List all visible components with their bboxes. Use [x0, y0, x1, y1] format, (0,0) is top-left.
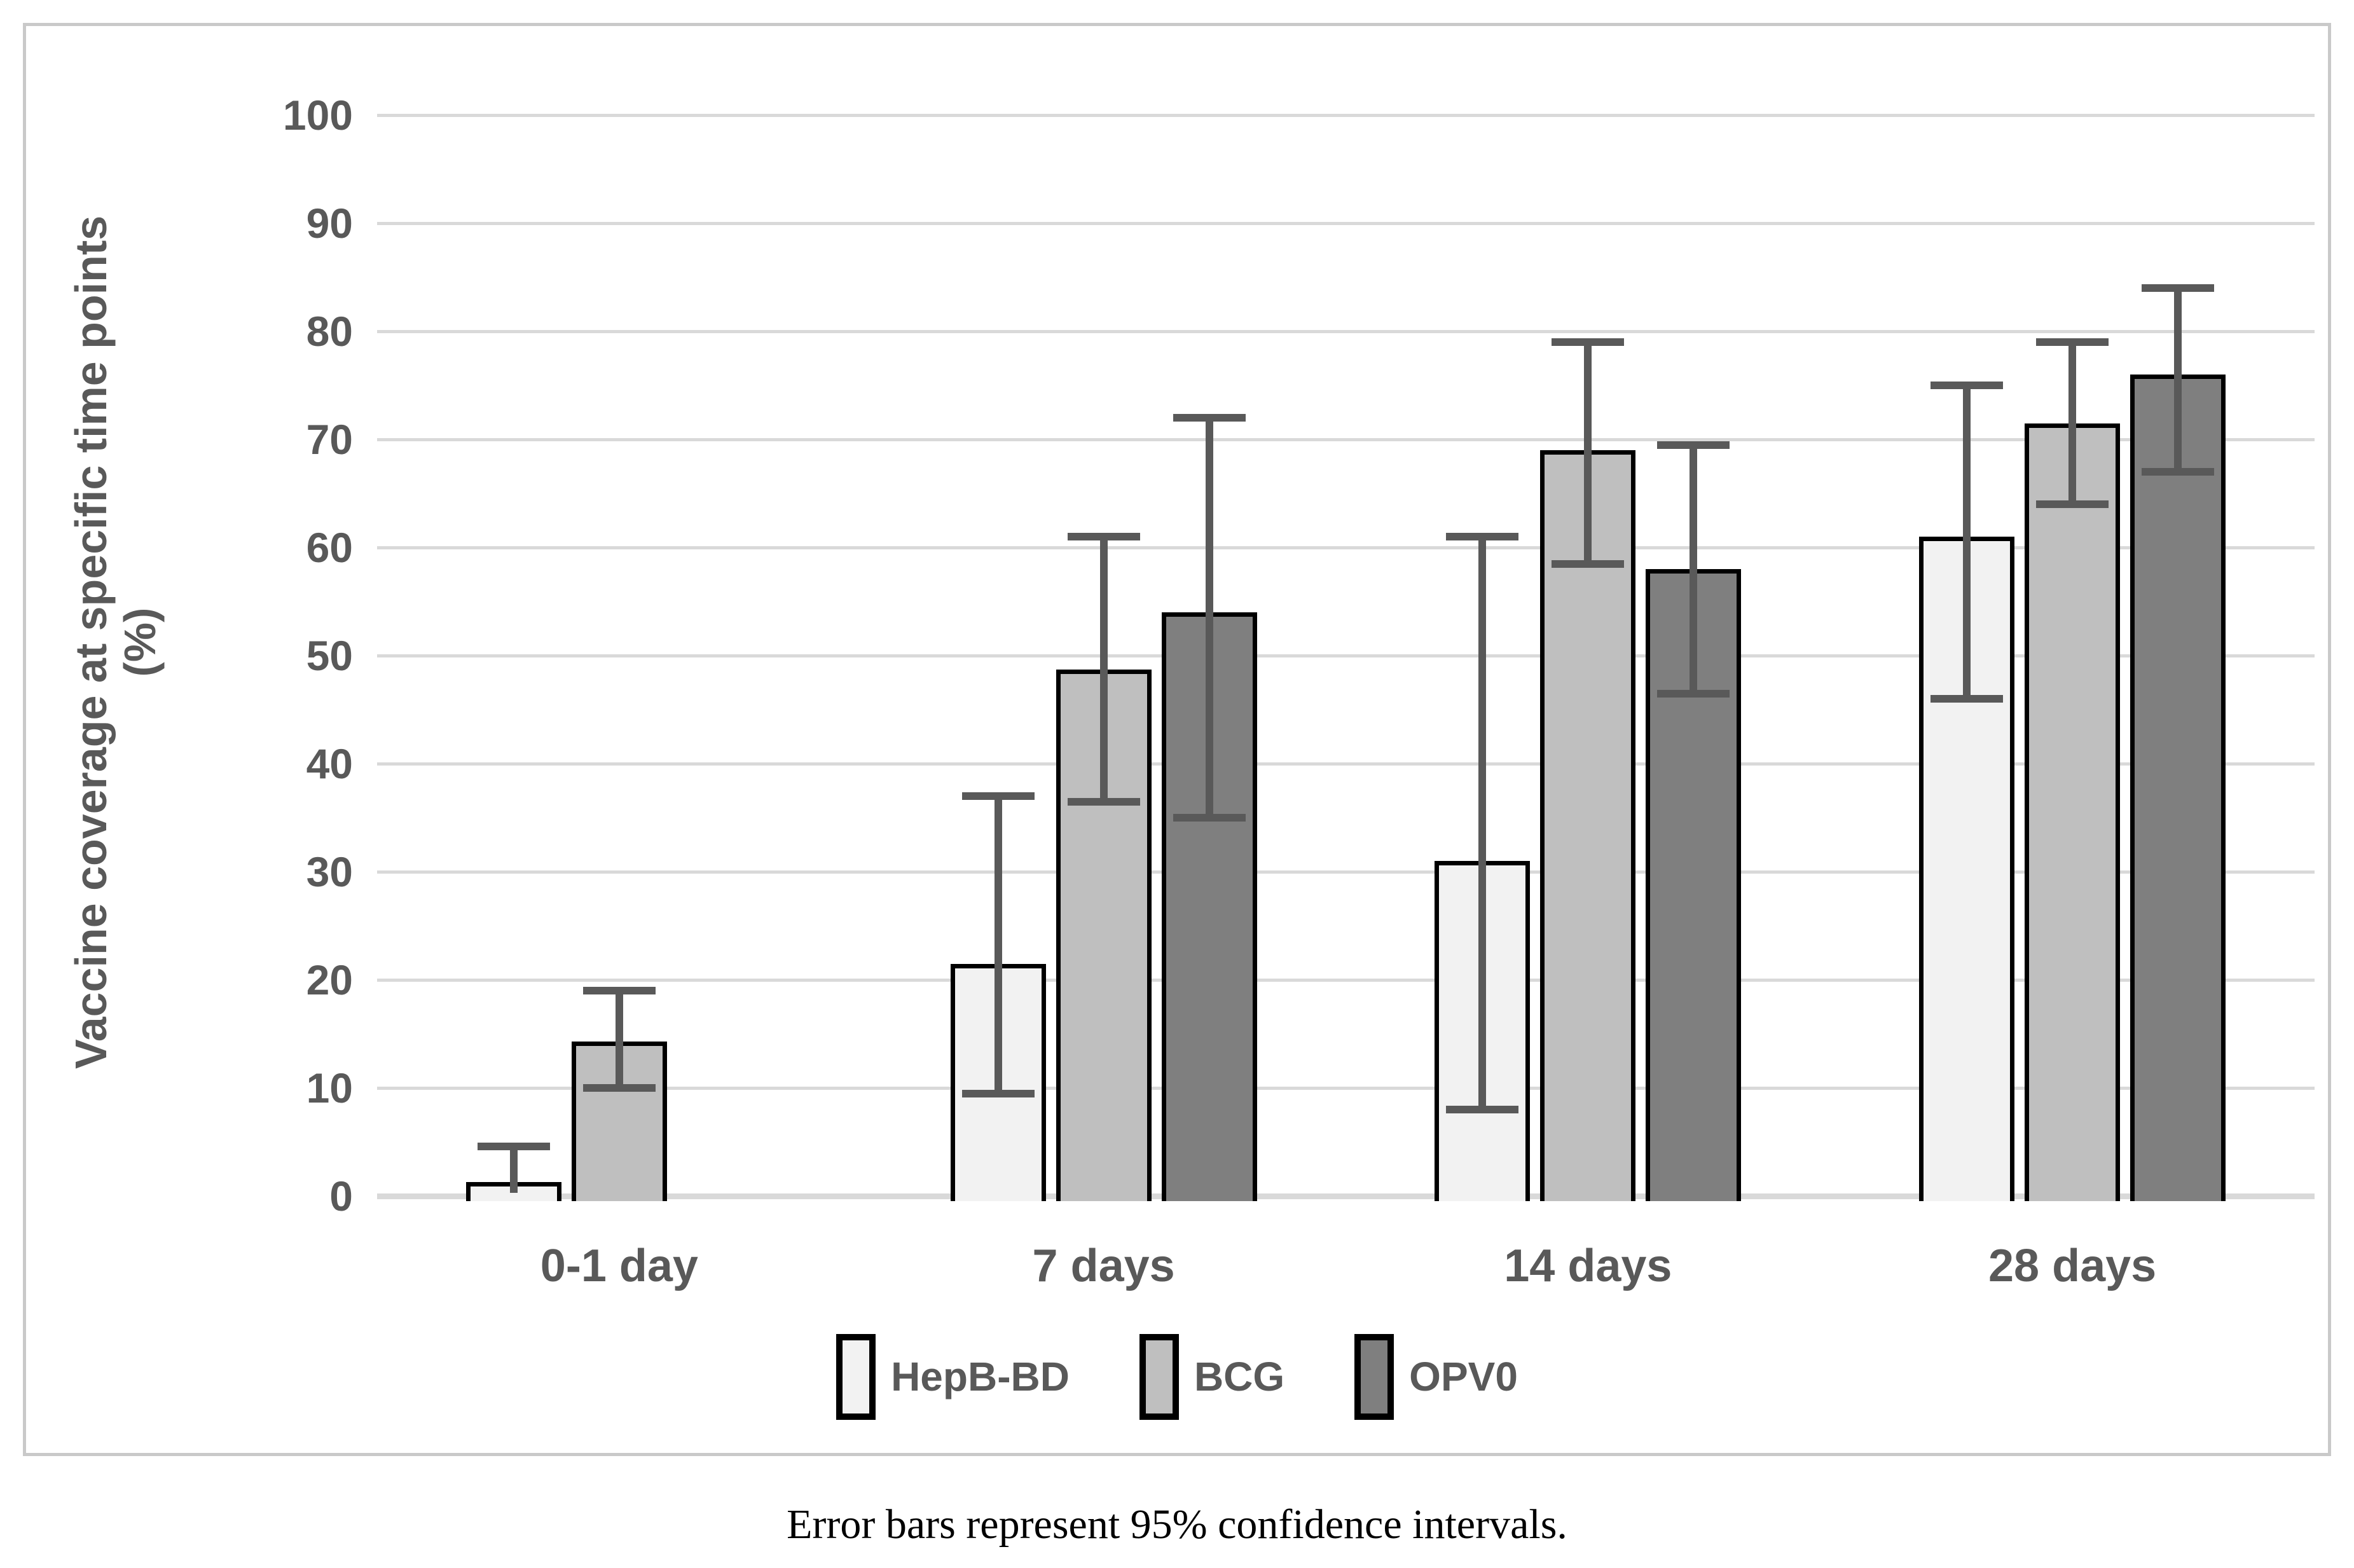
error-bar-top-cap [1067, 533, 1140, 540]
y-tick-label: 30 [306, 848, 353, 895]
x-axis-line [377, 1193, 2315, 1199]
error-bar-bottom-cap [2142, 468, 2215, 476]
caption: Error bars represent 95% confidence inte… [787, 1501, 1567, 1548]
gridline [377, 438, 2315, 441]
error-bar-bottom-cap [1067, 797, 1140, 806]
bar-opv0-28-days [2130, 375, 2226, 1201]
error-bar-bottom-cap [961, 1089, 1035, 1097]
legend-swatch-hepb-bd [836, 1333, 876, 1420]
error-bar [1099, 537, 1108, 802]
y-tick-label: 10 [306, 1064, 353, 1111]
error-bar-top-cap [1173, 414, 1246, 422]
error-bar [1584, 342, 1592, 564]
error-bar-bottom-cap [1552, 560, 1625, 568]
legend-label: BCG [1194, 1354, 1285, 1400]
error-bar [2174, 288, 2182, 472]
legend-item-bcg: BCG [1139, 1333, 1285, 1420]
legend-swatch-opv0 [1354, 1333, 1394, 1420]
gridline [377, 330, 2315, 333]
error-bar-top-cap [1552, 338, 1625, 346]
gridline [377, 222, 2315, 225]
error-bar-top-cap [2142, 284, 2215, 292]
error-bar-bottom-cap [2036, 500, 2109, 508]
y-tick-label: 50 [306, 632, 353, 679]
error-bar-top-cap [2036, 338, 2109, 346]
error-bar-top-cap [477, 1142, 550, 1150]
legend-label: OPV0 [1409, 1354, 1518, 1400]
bar-bcg-28-days [2025, 423, 2121, 1201]
error-bar-bottom-cap [1931, 695, 2004, 703]
error-bar-bottom-cap [1173, 814, 1246, 822]
error-bar [2068, 342, 2077, 504]
x-tick-label: 7 days [1032, 1241, 1175, 1291]
gridline [377, 654, 2315, 657]
legend-label: HepB-BD [891, 1354, 1070, 1400]
gridline [377, 1087, 2315, 1090]
error-bar-bottom-cap [1657, 689, 1730, 698]
gridline [377, 870, 2315, 874]
error-bar-top-cap [1657, 441, 1730, 449]
gridline [377, 762, 2315, 766]
error-bar-bottom-cap [582, 1084, 656, 1092]
y-tick-label: 40 [306, 740, 353, 787]
gridline [377, 979, 2315, 982]
gridline [377, 546, 2315, 549]
y-tick-label: 100 [282, 92, 353, 139]
y-tick-label: 90 [306, 200, 353, 247]
legend-swatch-bcg [1139, 1333, 1179, 1420]
y-tick-label: 20 [306, 956, 353, 1003]
bar-bcg-7-days [1056, 670, 1152, 1201]
error-bar [994, 796, 1002, 1094]
error-bar-top-cap [1931, 382, 2004, 389]
x-tick-label: 28 days [1988, 1241, 2157, 1291]
error-bar [1963, 385, 1971, 699]
y-tick-label: 60 [306, 524, 353, 571]
legend: HepB-BD BCG OPV0 [0, 1329, 2354, 1424]
error-bar [1205, 418, 1213, 818]
y-tick-label: 70 [306, 416, 353, 463]
error-bar [1690, 444, 1698, 694]
x-tick-label: 0-1 day [540, 1241, 698, 1291]
gridline [377, 114, 2315, 117]
legend-item-hepb-bd: HepB-BD [836, 1333, 1070, 1420]
error-bar [615, 991, 623, 1088]
error-bar-bottom-cap [1446, 1106, 1519, 1113]
error-bar [1478, 537, 1487, 1110]
error-bar-top-cap [582, 987, 656, 994]
x-tick-label: 14 days [1504, 1241, 1672, 1291]
y-tick-label: 80 [306, 308, 353, 355]
bar-bcg-14-days [1540, 450, 1636, 1201]
error-bar-top-cap [1446, 533, 1519, 540]
error-bar [509, 1146, 518, 1193]
error-bar-top-cap [961, 792, 1035, 800]
legend-item-opv0: OPV0 [1354, 1333, 1518, 1420]
y-tick-label: 0 [329, 1173, 353, 1220]
